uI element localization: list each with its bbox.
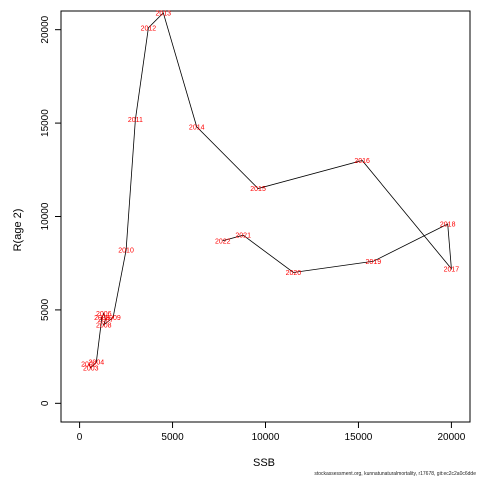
x-tick-label: 20000 bbox=[438, 432, 466, 443]
point-label-2005: 2005 bbox=[94, 315, 110, 322]
point-label-2015: 2015 bbox=[250, 186, 266, 193]
y-tick-label: 10000 bbox=[40, 202, 51, 230]
point-label-2004: 2004 bbox=[89, 360, 105, 367]
point-label-2007: 2007 bbox=[98, 317, 114, 324]
x-tick-label: 10000 bbox=[252, 432, 280, 443]
point-label-2006: 2006 bbox=[96, 311, 112, 318]
footer-source: stockassessment.org, kunnatunaturalmorta… bbox=[314, 471, 476, 477]
y-tick-label: 15000 bbox=[40, 109, 51, 137]
x-tick-label: 15000 bbox=[345, 432, 373, 443]
point-label-2020: 2020 bbox=[286, 270, 302, 277]
point-label-2019: 2019 bbox=[366, 259, 382, 266]
point-label-2003: 2003 bbox=[83, 365, 99, 372]
series-line bbox=[88, 12, 452, 369]
point-label-2016: 2016 bbox=[354, 158, 370, 165]
point-label-2002: 2002 bbox=[81, 362, 97, 369]
x-tick-label: 5000 bbox=[161, 432, 184, 443]
x-axis: 0 5000 10000 15000 20000 bbox=[77, 421, 466, 443]
point-label-2009: 2009 bbox=[105, 315, 121, 322]
point-label-2011: 2011 bbox=[128, 117, 143, 124]
y-tick-label: 5000 bbox=[40, 298, 51, 321]
x-axis-title: SSB bbox=[253, 457, 275, 469]
point-label-2014: 2014 bbox=[189, 124, 205, 131]
point-label-2013: 2013 bbox=[155, 10, 171, 17]
point-label-2017: 2017 bbox=[444, 266, 460, 273]
point-label-2018: 2018 bbox=[440, 221, 456, 228]
point-label-2021: 2021 bbox=[235, 233, 251, 240]
y-tick-label: 0 bbox=[40, 400, 51, 406]
point-label-2022: 2022 bbox=[215, 238, 231, 245]
point-label-2008: 2008 bbox=[96, 322, 112, 329]
y-tick-label: 20000 bbox=[40, 15, 51, 43]
x-tick-label: 0 bbox=[77, 432, 83, 443]
point-label-2012: 2012 bbox=[141, 25, 157, 32]
point-label-2010: 2010 bbox=[118, 248, 134, 255]
y-axis-title: R(age 2) bbox=[12, 209, 24, 252]
y-axis: 0 5000 10000 15000 20000 bbox=[40, 15, 62, 406]
